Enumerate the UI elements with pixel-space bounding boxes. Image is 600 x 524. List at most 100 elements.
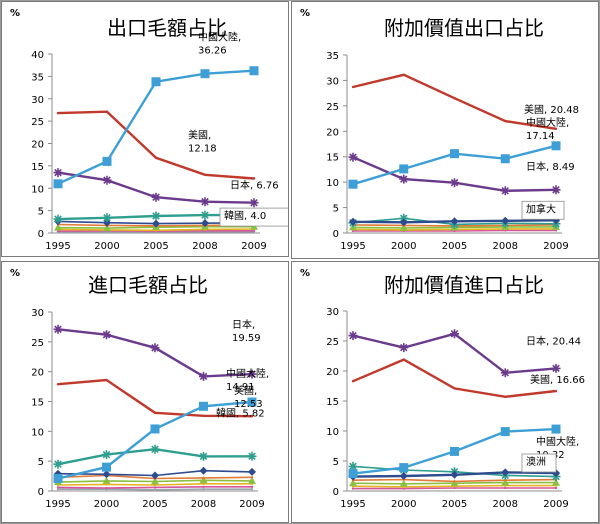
chart-panel-value-added-exports-share: 附加價值出口占比% 0 5 10 15 20 25 30 35 1995 2000 2005 2008 2… — [291, 1, 599, 259]
y-tick-label: 0 — [38, 487, 44, 498]
data-label-日本: 日本, 8.49 — [526, 160, 575, 173]
data-point-marker — [200, 197, 210, 207]
data-point-marker — [450, 470, 459, 479]
data-point-marker — [450, 479, 459, 487]
chart-panel-gross-imports-share: 進口毛額占比% 0 5 10 15 20 25 30 1995 2000 2005 2008 2009 日… — [1, 261, 289, 523]
data-label-text: 韓國, 4.0 — [224, 210, 266, 222]
data-point — [504, 486, 507, 490]
chart-title: 附加價值進口占比 — [384, 273, 544, 297]
data-point — [402, 73, 405, 77]
data-point-marker — [501, 468, 510, 477]
data-label-日本: 日本, 19.59 — [232, 318, 261, 344]
data-point-marker — [247, 451, 257, 461]
data-point — [153, 488, 157, 492]
data-point-marker — [247, 369, 257, 379]
data-point — [504, 395, 507, 398]
data-point-marker — [249, 66, 259, 76]
data-label-中國大陸: 中國大陸, 14.91 — [226, 367, 269, 393]
data-point-marker — [500, 186, 510, 196]
data-point-marker — [399, 463, 409, 473]
data-point-marker — [150, 424, 160, 434]
data-point-marker — [399, 164, 409, 174]
y-tick-label: 35 — [31, 72, 44, 83]
data-label-加拿大: 加拿大 — [521, 200, 565, 220]
x-tick-label: 2000 — [391, 499, 416, 510]
series-韓國 — [53, 444, 257, 469]
data-label-text: 美國, 20.48 — [524, 103, 579, 116]
x-tick-label: 2000 — [391, 241, 416, 252]
series-日本 — [53, 168, 259, 208]
data-point-marker — [200, 69, 210, 79]
series-中國大陸 — [348, 424, 561, 479]
data-label-text: 美國, 16.66 — [530, 373, 585, 386]
data-point-marker — [151, 471, 159, 480]
data-label-text: 中國大陸, — [198, 31, 241, 44]
series-日本 — [348, 329, 561, 378]
data-point-marker — [54, 223, 62, 231]
data-point-marker — [103, 224, 111, 232]
series-中國大陸 — [53, 397, 257, 483]
data-point — [203, 173, 207, 177]
data-point — [453, 387, 456, 390]
data-point-marker — [150, 444, 160, 454]
data-point — [105, 378, 108, 382]
y-tick-label: 30 — [326, 76, 339, 87]
data-point-marker — [53, 179, 63, 189]
y-axis-unit-label: % — [10, 268, 20, 279]
data-label-text: 澳洲 — [526, 455, 546, 468]
data-point-marker — [348, 331, 358, 341]
series-中國大陸 — [53, 66, 259, 189]
y-tick-label: 15 — [326, 397, 339, 408]
data-label-text: 中國大陸, — [526, 116, 569, 129]
y-tick-label: 0 — [38, 229, 44, 240]
data-label-text: 17.14 — [526, 131, 555, 142]
data-point-marker — [399, 223, 408, 231]
data-label-中國大陸: 中國大陸, 36.26 — [198, 31, 241, 57]
data-point — [554, 486, 558, 490]
data-label-日本: 日本, 20.44 — [526, 334, 581, 347]
data-point — [105, 110, 109, 113]
data-point-marker — [151, 477, 159, 485]
data-point-marker — [199, 401, 208, 411]
x-tick-label: 2008 — [493, 241, 518, 252]
data-point-marker — [551, 424, 561, 434]
data-point-marker — [500, 368, 510, 378]
data-point-marker — [552, 478, 560, 486]
data-point-marker — [501, 216, 510, 225]
data-point — [56, 488, 60, 491]
data-point-marker — [500, 427, 510, 437]
data-point-marker — [349, 479, 357, 487]
data-point-marker — [102, 476, 111, 484]
chart-title: 進口毛額占比 — [88, 273, 208, 297]
series-line — [352, 358, 557, 399]
data-point-marker — [348, 461, 358, 471]
y-tick-label: 20 — [326, 127, 339, 138]
y-tick-label: 10 — [31, 184, 44, 195]
x-tick-label: 1995 — [340, 241, 365, 252]
data-label-美國: 美國, 20.48 — [524, 103, 579, 116]
data-point — [252, 229, 256, 232]
data-label-box — [219, 207, 288, 227]
data-point — [250, 485, 254, 489]
data-label-美國: 美國, 16.66 — [530, 373, 585, 386]
data-point-marker — [399, 472, 408, 480]
x-tick-label: 2009 — [543, 499, 568, 510]
x-tick-label: 2000 — [94, 241, 119, 252]
y-tick-label: 0 — [333, 229, 339, 240]
data-point-marker — [348, 152, 358, 162]
data-point-marker — [53, 473, 63, 483]
data-label-text: 19.59 — [232, 333, 261, 344]
y-tick-label: 15 — [326, 153, 339, 164]
data-point-marker — [247, 397, 257, 407]
data-point-marker — [199, 466, 208, 475]
series-加拿大 — [349, 216, 560, 227]
data-point — [250, 415, 254, 418]
data-label-text: 中國大陸, — [226, 367, 269, 380]
series-美國 — [56, 378, 254, 418]
data-label-text: 日本, 20.44 — [526, 334, 581, 347]
data-point-marker — [501, 478, 510, 486]
x-tick-label: 2000 — [94, 499, 119, 510]
data-point — [202, 485, 205, 489]
data-point-marker — [399, 174, 409, 184]
data-label-韓國: 韓國, 4.0 — [219, 207, 288, 227]
